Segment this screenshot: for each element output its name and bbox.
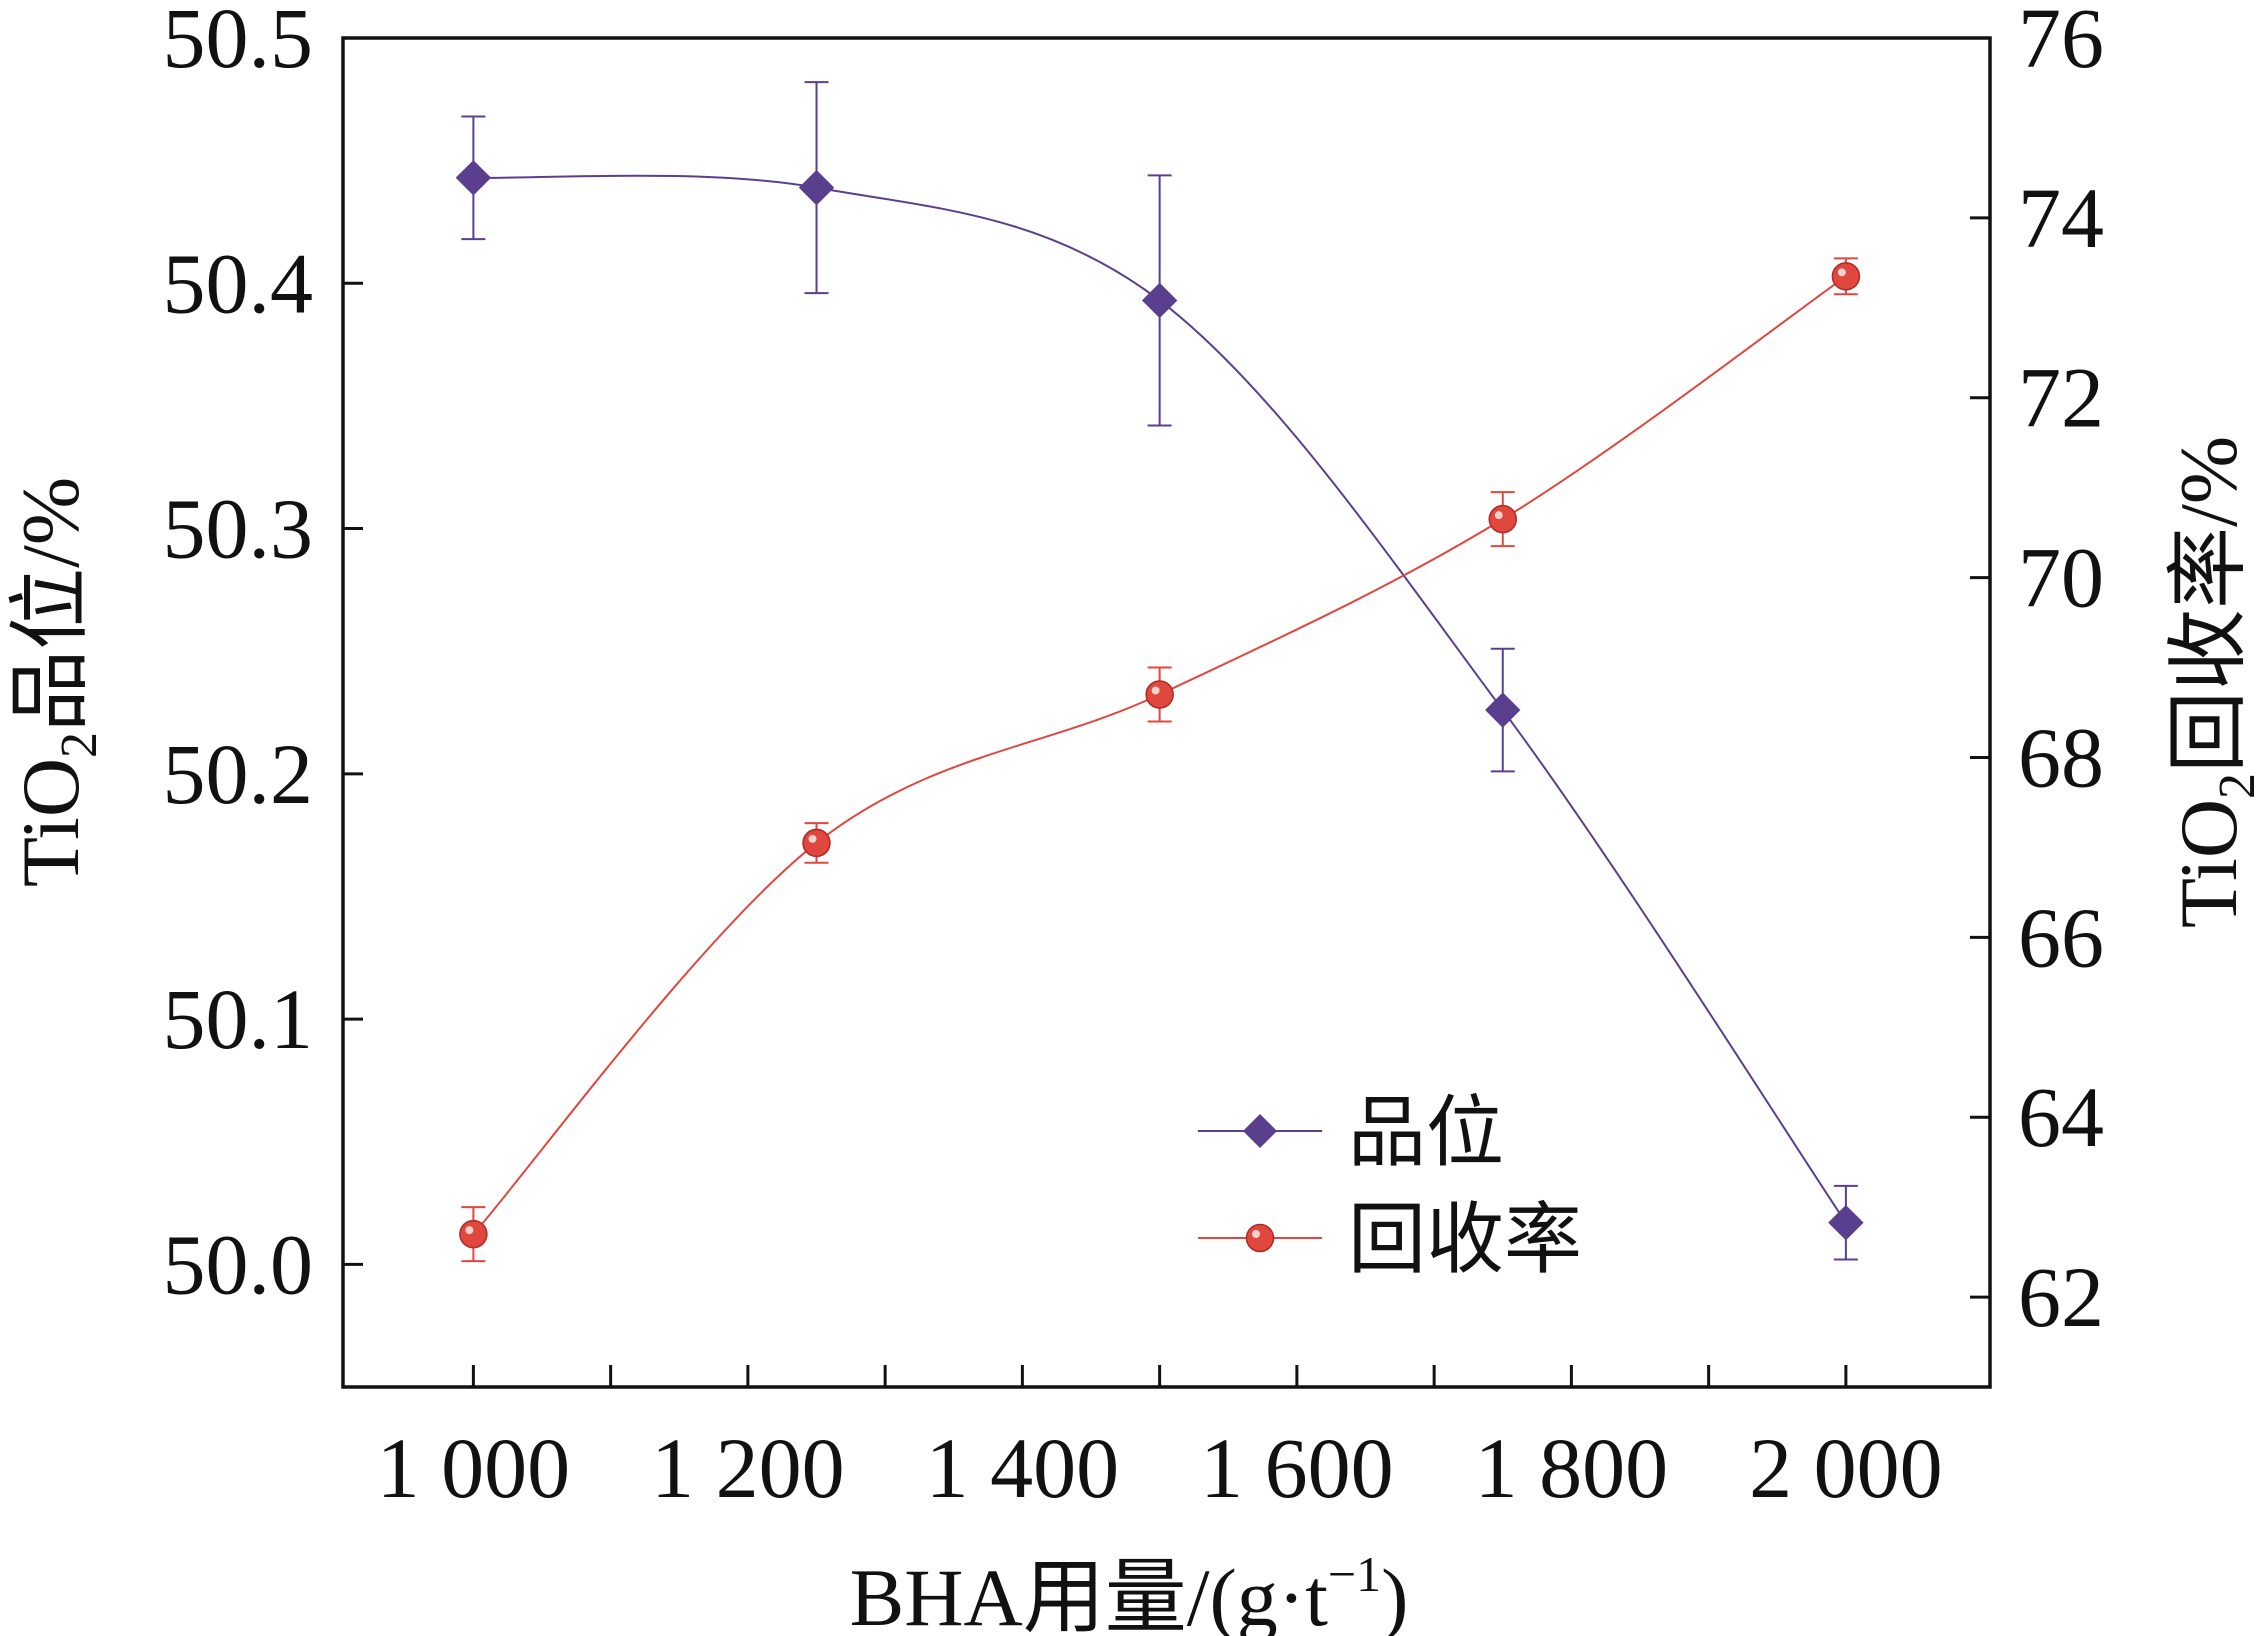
data-point-diamond [1485, 692, 1521, 728]
data-point-diamond [1141, 282, 1178, 319]
plot-border [341, 36, 1992, 1389]
data-point-circle [802, 828, 831, 858]
x-tick-label: 1 600 [1200, 1420, 1394, 1516]
y-right-tick-label: 64 [2018, 1069, 2104, 1165]
data-point-highlight [1837, 268, 1846, 277]
series-grade [455, 81, 1864, 1261]
data-point-circle [1831, 262, 1861, 291]
data-point-highlight [1151, 686, 1160, 695]
y-axis-right-title: TiO2回收率/% [2163, 436, 2261, 928]
x-tick-label: 1 000 [377, 1420, 571, 1516]
data-point-diamond [1828, 1204, 1864, 1241]
y-left-tick-label: 50.1 [163, 971, 314, 1067]
series-line [473, 174, 1847, 1224]
y-right-tick-label: 76 [2018, 0, 2104, 86]
data-point-highlight [465, 1226, 474, 1235]
data-point-circle [1488, 504, 1518, 534]
y-right-tick-label: 70 [2018, 530, 2104, 626]
y-axis-left-title: TiO2品位/% [5, 477, 108, 887]
x-axis-title-superscript: −1 [1328, 1546, 1381, 1602]
series-recovery [459, 257, 1861, 1263]
y-axis-right: 62 64 66 68 70 72 74 76 [1970, 0, 2104, 1345]
y-right-tick-label: 68 [2018, 709, 2104, 805]
plot-frame [341, 36, 1992, 1389]
x-tick-label: 1 800 [1475, 1420, 1669, 1516]
data-point-diamond [455, 160, 492, 196]
series-layer [455, 81, 1864, 1263]
data-point-diamond [798, 169, 835, 206]
y-right-tick-label: 72 [2018, 350, 2104, 446]
legend-label: 回收率 [1348, 1195, 1582, 1285]
legend-marker-diamond [1243, 1114, 1277, 1148]
y-axis-right-title-subscript: 2 [2209, 773, 2261, 799]
y-left-tick-label: 50.0 [163, 1216, 314, 1312]
legend-label: 品位 [1348, 1088, 1504, 1178]
x-axis: 1 000 1 200 1 400 1 600 1 800 2 000 [377, 1365, 1943, 1516]
x-tick-label: 1 400 [926, 1420, 1120, 1516]
y-left-tick-label: 50.2 [163, 726, 314, 822]
y-axis-left-title-subscript: 2 [51, 732, 108, 758]
data-point-highlight [808, 834, 817, 843]
y-right-tick-label: 62 [2018, 1249, 2104, 1345]
y-left-tick-label: 50.3 [163, 481, 314, 577]
legend-marker-circle [1245, 1223, 1275, 1253]
data-point-circle [1145, 680, 1174, 709]
y-left-tick-label: 50.4 [163, 235, 314, 331]
x-axis-title: BHA用量/(g·t−1) [850, 1546, 1409, 1636]
y-right-tick-label: 66 [2018, 889, 2104, 985]
y-right-tick-label: 74 [2018, 170, 2104, 266]
x-tick-label: 2 000 [1749, 1420, 1943, 1516]
data-point-highlight [1494, 511, 1503, 520]
x-tick-label: 1 200 [651, 1420, 845, 1516]
y-left-tick-label: 50.5 [163, 0, 314, 86]
data-point-circle [459, 1219, 488, 1249]
y-axis-left: 50.0 50.1 50.2 50.3 50.4 50.5 [163, 0, 363, 1312]
legend-marker-highlight [1252, 1230, 1260, 1238]
